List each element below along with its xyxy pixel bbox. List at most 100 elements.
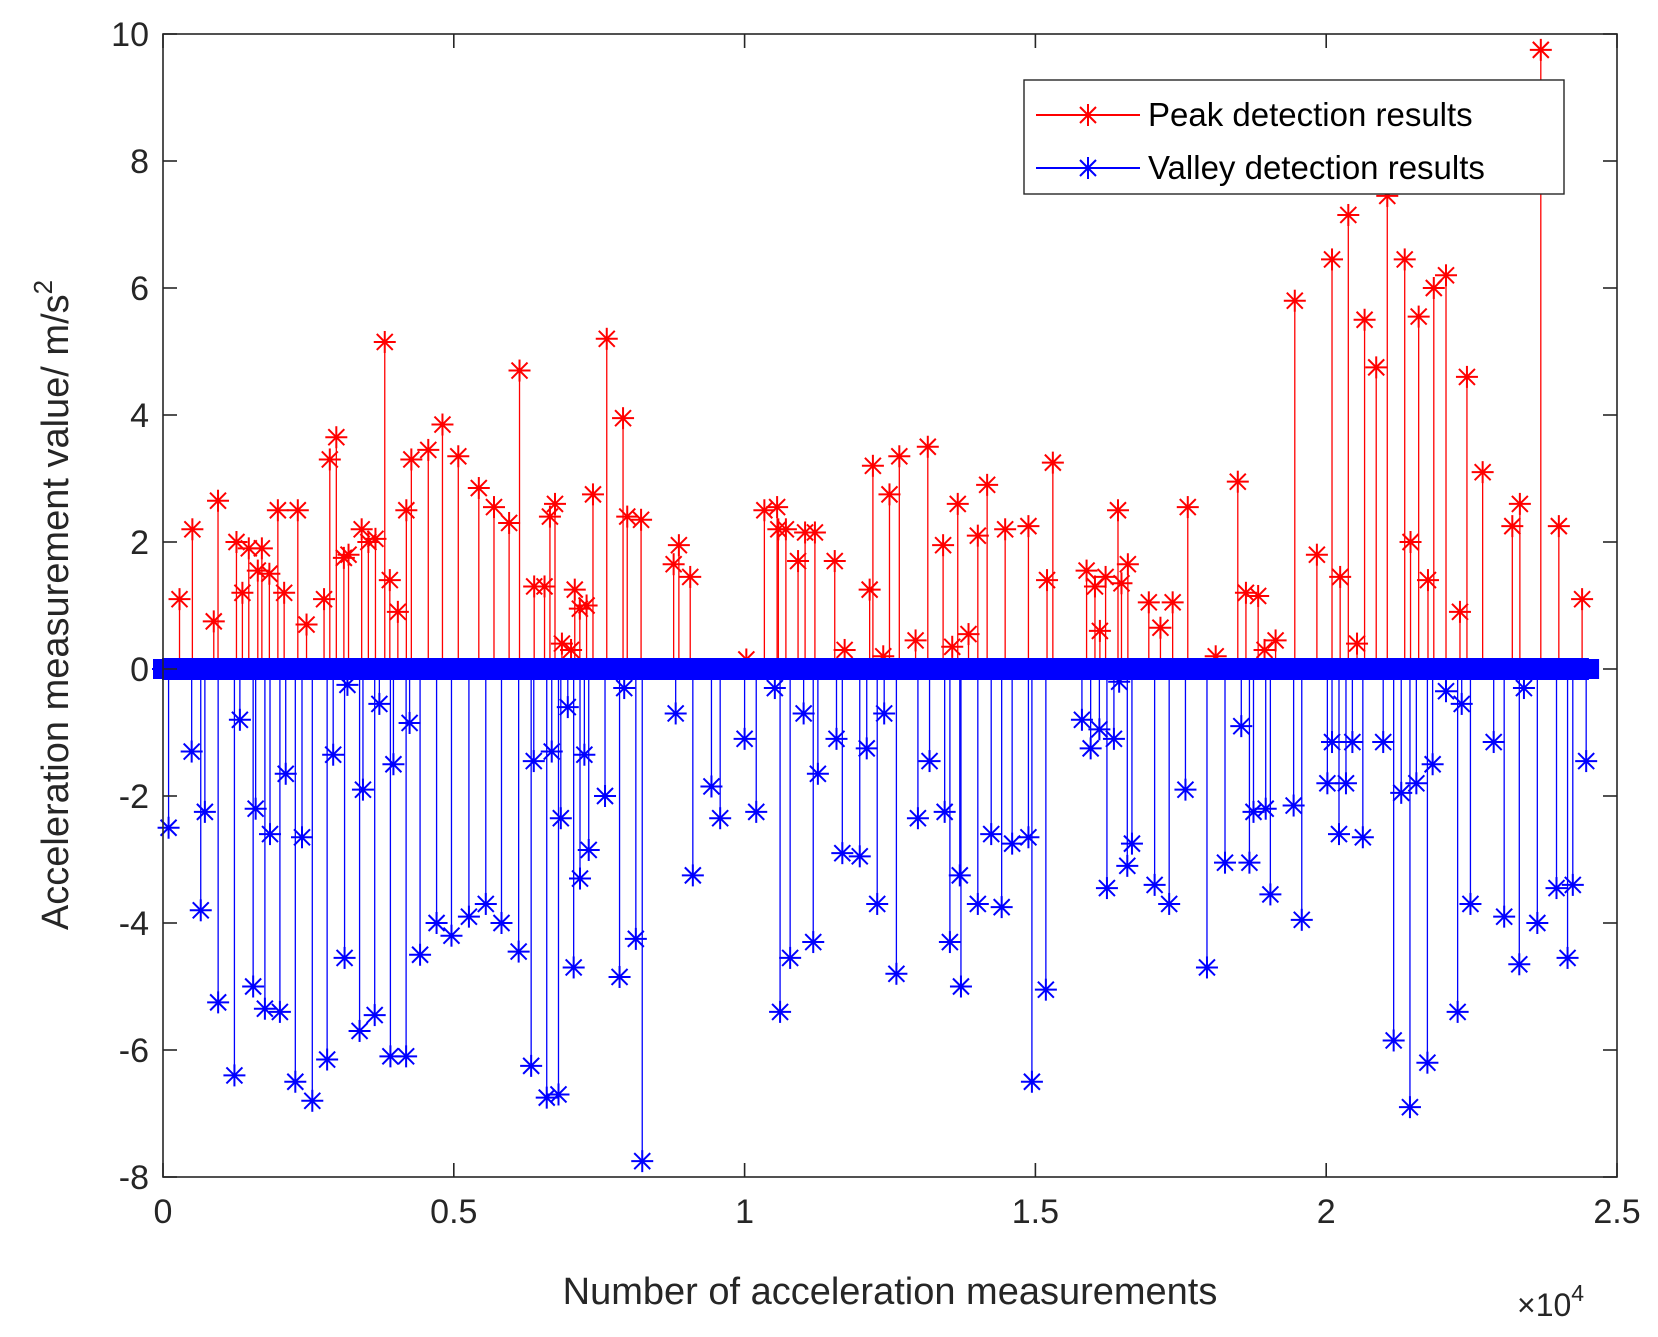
peak-marker (1036, 569, 1059, 592)
valley-marker (664, 702, 687, 725)
peak-marker (1529, 38, 1552, 61)
peak-marker (630, 508, 653, 531)
peak-marker (1508, 492, 1531, 515)
valley-marker (792, 702, 815, 725)
valley-marker (613, 677, 636, 700)
x-tick-label: 0 (154, 1193, 173, 1231)
valley-marker (1095, 877, 1118, 900)
valley-marker (802, 931, 825, 954)
valley-marker (948, 864, 971, 887)
peak-marker (1116, 553, 1139, 576)
peak-marker (1110, 572, 1133, 595)
peak-marker (337, 543, 360, 566)
peak-marker (286, 499, 309, 522)
x-tick-label: 1.5 (1012, 1193, 1059, 1231)
peak-marker (1161, 591, 1184, 614)
valley-marker (608, 965, 631, 988)
peak-marker (1247, 584, 1270, 607)
legend-peak-marker (1077, 104, 1099, 126)
peak-marker (976, 473, 999, 496)
peak-marker (400, 448, 423, 471)
peak-marker (350, 518, 373, 541)
peak-marker (823, 550, 846, 573)
y-axis-label-main: Acceleration measurement value/ m/s (35, 294, 77, 930)
peak-marker (612, 407, 635, 430)
valley-marker (569, 867, 592, 890)
peak-marker (1455, 365, 1478, 388)
valley-marker (1482, 731, 1505, 754)
valley-marker (242, 975, 265, 998)
peak-marker (1337, 203, 1360, 226)
valley-marker (1020, 1070, 1043, 1093)
valley-marker (631, 1150, 654, 1173)
valley-marker (259, 823, 282, 846)
valley-marker (1282, 794, 1305, 817)
peak-marker (878, 483, 901, 506)
valley-marker (1017, 826, 1040, 849)
peak-marker (662, 553, 685, 576)
y-tick-label: 8 (130, 143, 149, 181)
valley-marker (966, 892, 989, 915)
peak-marker (1253, 638, 1276, 661)
peak-marker (560, 638, 583, 661)
y-tick-label: 2 (130, 524, 149, 562)
legend-valley-label: Valley detection results (1148, 149, 1485, 186)
peak-marker (966, 524, 989, 547)
peak-marker (904, 629, 927, 652)
peak-marker (313, 588, 336, 611)
peak-marker (563, 578, 586, 601)
peak-marker (168, 588, 191, 611)
valley-marker (1328, 823, 1350, 846)
peak-marker (544, 492, 566, 515)
y-tick-label: 6 (130, 270, 149, 308)
y-tick-label: 0 (130, 651, 149, 689)
peak-marker (957, 623, 980, 646)
peak-marker (364, 527, 387, 550)
baseline-marker (1576, 658, 1599, 680)
peak-marker (258, 562, 281, 585)
valley-marker (425, 912, 448, 934)
legend-box (1023, 79, 1565, 195)
valley-marker (474, 892, 497, 915)
valley-marker (1158, 892, 1181, 915)
valley-marker (873, 702, 896, 725)
peak-marker (231, 581, 254, 604)
peak-marker (1547, 515, 1570, 538)
peak-marker (774, 518, 797, 541)
valley-marker (1446, 1000, 1469, 1023)
peak-marker (273, 581, 296, 604)
valley-marker (933, 800, 956, 823)
peak-marker (181, 518, 204, 541)
valley-marker (1545, 877, 1568, 900)
valley-marker (1254, 797, 1277, 820)
peak-marker (447, 445, 470, 468)
peak-marker (325, 426, 348, 449)
peak-marker (417, 438, 440, 461)
valley-marker (322, 743, 345, 766)
valley-marker (301, 1089, 324, 1112)
valley-marker (885, 962, 908, 985)
peak-marker (787, 550, 810, 573)
valley-marker (831, 842, 854, 865)
peak-marker (1106, 499, 1129, 522)
peak-marker (1226, 470, 1249, 493)
valley-marker (522, 750, 545, 773)
valley-marker (189, 899, 212, 922)
valley-marker (1034, 978, 1057, 1001)
valley-marker (1238, 851, 1261, 874)
valley-marker (351, 778, 374, 801)
valley-marker (1416, 1051, 1439, 1074)
valley-marker (409, 943, 432, 966)
peak-marker (595, 327, 618, 350)
peak-marker (1234, 581, 1257, 604)
valley-marker (549, 807, 572, 830)
valley-marker (1341, 731, 1364, 754)
valley-marker (1390, 781, 1413, 804)
valley-marker (368, 692, 391, 715)
valley-marker (1143, 873, 1166, 896)
valley-marker (193, 800, 216, 823)
valley-marker (348, 1019, 371, 1042)
valley-marker (382, 753, 405, 776)
valley-marker (1334, 772, 1357, 795)
y-tick-label: -2 (119, 778, 149, 816)
